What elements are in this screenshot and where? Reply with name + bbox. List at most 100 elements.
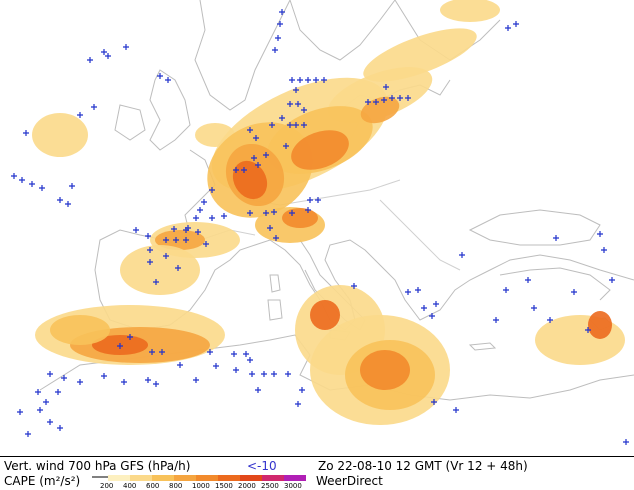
wind-marker [43,399,49,405]
wind-marker [597,231,603,237]
wind-marker [249,371,255,377]
wind-marker [87,57,93,63]
colorbar-swatch [108,475,130,481]
wind-marker [173,237,179,243]
wind-marker [263,210,269,216]
wind-marker [101,49,107,55]
wind-marker [175,265,181,271]
wind-marker [57,197,63,203]
wind-marker [269,122,275,128]
wind-marker [117,343,123,349]
wind-marker [25,431,31,437]
cape-tick-label: 400 [123,482,137,490]
wind-marker [55,389,61,395]
cape-area [440,0,500,22]
cape-tick-label: 1000 [192,482,210,490]
wind-marker [503,287,509,293]
wind-marker [247,210,253,216]
wind-marker [307,197,313,203]
wind-marker [123,44,129,50]
cape-area [50,315,110,345]
cape-area [291,130,349,170]
wind-marker [279,115,285,121]
wind-marker [263,152,269,158]
wind-marker [209,215,215,221]
cape-area [120,245,200,295]
brand-name: WeerDirect [316,474,383,488]
vertical-wind-markers [11,9,629,445]
colorbar-swatch [218,475,240,481]
wind-marker [221,213,227,219]
wind-marker [601,247,607,253]
wind-marker [365,99,371,105]
wind-marker [273,235,279,241]
wind-marker [37,407,43,413]
wind-marker [383,84,389,90]
wind-marker [197,207,203,213]
wind-marker [35,389,41,395]
wind-marker [69,183,75,189]
wind-marker [585,327,591,333]
cape-colorbar [92,475,306,481]
wind-marker [171,226,177,232]
cape-tick-label: 2500 [261,482,279,490]
wind-marker [275,35,281,41]
wind-marker [321,77,327,83]
wind-marker [105,53,111,59]
wind-marker [253,135,259,141]
wind-marker [277,21,283,27]
cape-tick-label: 600 [146,482,160,490]
wind-marker [301,122,307,128]
wind-marker [301,107,307,113]
cape-area [360,350,410,390]
wind-marker [195,229,201,235]
wind-marker [29,181,35,187]
wind-marker [133,227,139,233]
wind-marker [19,177,25,183]
wind-marker [183,237,189,243]
wind-marker [163,253,169,259]
wind-marker [381,97,387,103]
wind-marker [313,77,319,83]
cape-tick-label: 1500 [215,482,233,490]
wind-marker [149,349,155,355]
wind-marker [255,387,261,393]
wind-marker [243,351,249,357]
wind-marker [163,237,169,243]
wind-marker [397,95,403,101]
forecast-date: Zo 22-08-10 12 GMT (Vr 12 + 48h) [318,459,528,473]
wind-marker [209,187,215,193]
wind-marker [165,77,171,83]
wind-marker [553,235,559,241]
cape-tick-label: 800 [169,482,183,490]
wind-marker [293,87,299,93]
wind-marker [505,25,511,31]
cape-tick-label: 200 [100,482,114,490]
wind-marker [293,122,299,128]
wind-marker [453,407,459,413]
wind-marker [213,363,219,369]
wind-marker [289,210,295,216]
wind-marker [247,357,253,363]
wind-marker [287,101,293,107]
colorbar-swatch [284,475,306,481]
colorbar-swatch [262,475,284,481]
wind-marker [183,227,189,233]
wind-marker [101,373,107,379]
negative-wind-marker-label: <-10 [247,459,277,473]
wind-marker [193,377,199,383]
wind-marker [127,334,133,340]
colorbar-swatch [240,475,262,481]
wind-marker [571,289,577,295]
cape-label: CAPE (m²/s²) [4,474,81,488]
wind-marker [525,277,531,283]
wind-marker [305,207,311,213]
cape-area [360,96,400,124]
cape-field [32,0,625,425]
cape-area [588,311,612,339]
cape-area [155,230,205,250]
wind-marker [305,77,311,83]
wind-marker [77,112,83,118]
wind-marker [623,439,629,445]
map-canvas [11,0,634,445]
